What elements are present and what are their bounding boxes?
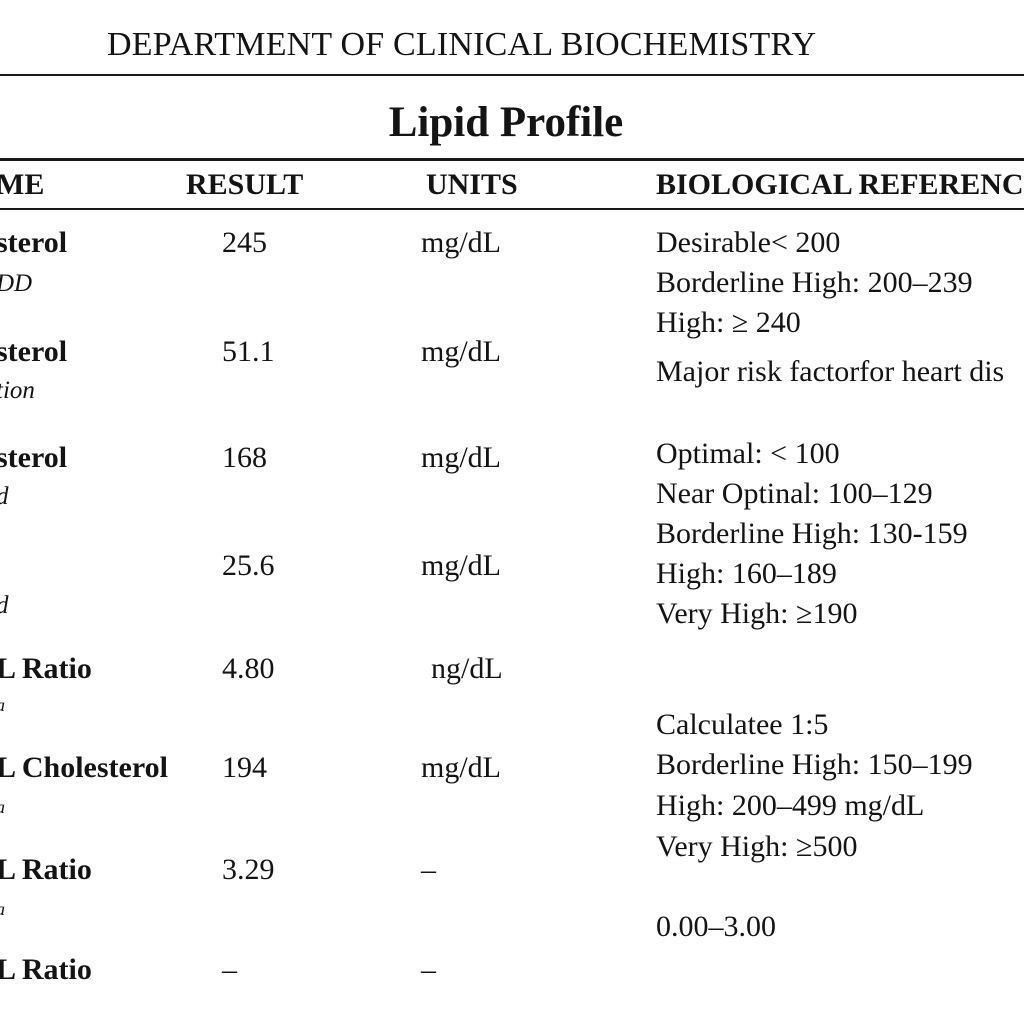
test-method: a: [0, 695, 5, 716]
test-method: a: [0, 797, 5, 818]
reference-line: High: 200–499 mg/dL: [656, 789, 925, 822]
test-method: DD: [0, 270, 33, 297]
reference-line: Optimal: < 100: [656, 437, 840, 470]
reference-line: High: 160–189: [656, 557, 837, 590]
column-header-name: ME: [0, 168, 45, 201]
result-value: 3.29: [222, 853, 275, 886]
test-method: d: [0, 592, 9, 620]
test-method: tion: [0, 377, 35, 404]
reference-line: 0.00–3.00: [656, 910, 776, 943]
result-value: 168: [222, 441, 267, 474]
reference-line: Near Optinal: 100–129: [656, 477, 933, 510]
result-value: 25.6: [222, 549, 275, 582]
result-value: 51.1: [222, 335, 275, 368]
reference-line: Major risk factorfor heart dis: [656, 355, 1005, 388]
top-divider: [0, 74, 1024, 76]
test-name: L Ratio: [0, 953, 92, 986]
reference-line: Very High: ≥190: [656, 597, 858, 630]
column-header-result: RESULT: [186, 168, 304, 201]
unit-value: mg/dL: [421, 549, 501, 582]
reference-line: Desirable< 200: [656, 226, 841, 259]
column-header-units: UNITS: [426, 168, 518, 201]
department-heading: DEPARTMENT OF CLINICAL BIOCHEMISTRY: [107, 26, 817, 63]
reference-line: High: ≥ 240: [656, 306, 801, 339]
test-name: sterol: [0, 335, 68, 368]
reference-line: Borderline High: 200–239: [656, 266, 973, 299]
unit-value: mg/dL: [421, 751, 501, 784]
unit-value: –: [421, 953, 436, 986]
unit-value: mg/dL: [421, 441, 501, 474]
header-top-divider: [0, 158, 1024, 161]
header-bottom-divider: [0, 208, 1024, 210]
column-header-reference: BIOLOGICAL REFERENC: [656, 168, 1024, 201]
result-value: 245: [222, 226, 267, 259]
reference-line: Calculatee 1:5: [656, 708, 829, 741]
test-method: a: [0, 899, 5, 920]
reference-line: Borderline High: 150–199: [656, 748, 973, 781]
unit-value: –: [421, 853, 436, 886]
result-value: 194: [222, 751, 267, 784]
test-name: L Ratio: [0, 853, 92, 886]
test-name: L Ratio: [0, 652, 92, 685]
unit-value: ng/dL: [431, 652, 503, 685]
test-name: L Cholesterol: [0, 751, 168, 784]
unit-value: mg/dL: [421, 226, 501, 259]
unit-value: mg/dL: [421, 335, 501, 368]
report-title: Lipid Profile: [388, 99, 624, 146]
test-name: sterol: [0, 441, 68, 474]
test-name: sterol: [0, 226, 68, 259]
reference-line: Borderline High: 130-159: [656, 517, 968, 550]
result-value: 4.80: [222, 652, 275, 685]
result-value: –: [222, 953, 237, 986]
reference-line: Very High: ≥500: [656, 830, 858, 863]
test-method: d: [0, 483, 9, 511]
